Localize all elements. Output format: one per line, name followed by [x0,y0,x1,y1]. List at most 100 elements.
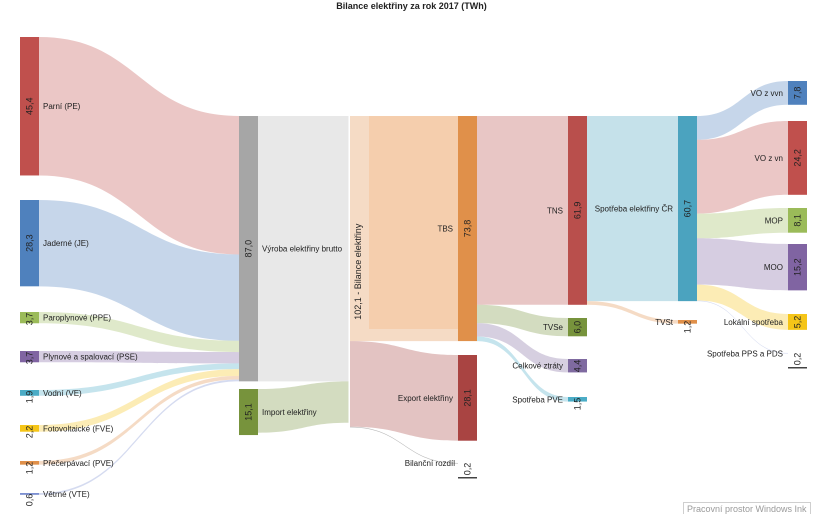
node-value: 28,1 [463,389,473,407]
node-value: 6,0 [573,321,583,334]
node-label: Bilanční rozdíl [405,459,455,468]
node-spot: 60,7 Spotřeba elektřiny ČR [595,116,697,302]
link-ve-to-vyr [39,363,239,396]
node-br: 0,2 Bilanční rozdíl [405,459,477,479]
node-bar [20,390,39,396]
link-tbs-to-spve [477,336,568,402]
node-value: 1,5 [573,398,583,411]
node-lok: 5,2 Lokální spotřeba [724,314,807,330]
node-value: 0,2 [463,463,473,476]
node-value: 5,2 [793,316,803,329]
node-label: Paroplynové (PPE) [43,314,111,323]
node-value: 2,2 [25,426,35,439]
node-tvst: 1,2 TVSt [655,318,697,333]
node-bar [20,425,39,432]
node-je: 28,3 Jaderné (JE) [20,200,89,287]
node-bar [678,320,697,324]
link-tbs-to-tns [477,116,568,305]
node-label: Přečerpávací (PVE) [43,459,114,468]
node-value: 87,0 [244,240,254,258]
node-bil: 102,1 - Bilance elektřiny [353,223,363,320]
chart-title: Bilance elektřiny za rok 2017 (TWh) [336,1,487,11]
node-label: MOO [764,263,783,272]
node-bar [788,314,807,330]
node-bar [788,244,807,291]
link-vyr-to-bil [258,116,349,382]
node-label: Jaderné (JE) [43,239,89,248]
node-bar [20,351,39,363]
node-vyr: 87,0 Výroba elektřiny brutto [239,116,343,382]
node-value: 15,2 [793,258,803,276]
node-value: 61,9 [573,202,583,220]
node-value: 4,4 [573,360,583,373]
link-tns-to-spot [587,116,678,302]
link-bil-to-br [350,426,458,464]
node-label: TNS [547,206,563,215]
link-vte-to-vyr [39,379,239,495]
node-value: 8,1 [793,214,803,227]
link-fve-to-vyr [39,369,239,432]
node-fve: 2,2 Fotovoltaické (FVE) [20,424,114,438]
node-value: 15,1 [244,403,254,421]
node-moo: 15,2 MOO [764,244,807,291]
node-label: 102,1 - Bilance elektřiny [353,223,363,320]
node-value: 7,8 [793,87,803,100]
node-value: 73,8 [463,220,473,238]
node-value: 3,7 [25,352,35,365]
node-value: 45,4 [25,97,35,115]
node-value: 24,2 [793,149,803,167]
node-value: 3,7 [25,313,35,326]
windows-ink-workspace-label[interactable]: Pracovní prostor Windows Ink [683,502,811,514]
link-spot-to-vovvn [697,81,788,140]
node-bar [568,359,587,373]
node-value: 1,2 [25,462,35,475]
node-bar [788,81,807,105]
node-tvse: 6,0 TVSe [543,318,587,337]
node-vte: 0,6 Větrné (VTE) [20,490,90,506]
node-label: TBS [437,225,453,234]
link-bil-to-exp [350,341,458,441]
node-label: MOP [765,216,783,225]
link-pse-to-vyr [39,351,239,364]
node-bar [239,389,258,436]
node-label: Spotřeba elektřiny ČR [595,205,673,214]
node-pse: 3,7 Plynové a spalovací (PSE) [20,351,138,364]
link-pe-to-vyr [39,37,239,255]
node-bar [20,37,39,176]
node-spve: 1,5 Spotřeba PVE [512,395,587,410]
node-label: TVSt [655,318,674,327]
node-bar [788,208,807,233]
node-ztr: 4,4 Celkové ztráty [512,359,587,373]
node-label: Spotřeba PPS a PDS [707,349,783,358]
node-tns: 61,9 TNS [547,116,587,305]
node-imp: 15,1 Import elektřiny [239,389,317,436]
node-bar [568,318,587,337]
link-tbs-to-ztr [477,323,568,373]
node-bar [458,477,477,479]
node-label: Lokální spotřeba [724,318,784,327]
link-spot-to-moo [697,238,788,291]
node-label: Plynové a spalovací (PSE) [43,353,138,362]
node-bar [458,355,477,441]
node-bar [788,121,807,195]
node-label: VO z vvn [751,89,783,98]
node-mop: 8,1 MOP [765,208,807,233]
link-je-to-vyr [39,200,239,341]
link-spot-to-mop [697,208,788,239]
node-pps: 0,2 Spotřeba PPS a PDS [707,349,807,369]
link-spot-to-lok [697,284,788,330]
link-imp-to-bil [258,381,349,433]
node-label: VO z vn [755,154,783,163]
node-label: Fotovoltaické (FVE) [43,424,114,433]
node-bar [568,116,587,305]
node-label: Celkové ztráty [512,362,563,371]
node-value: 28,3 [25,234,35,252]
node-label: Export elektřiny [398,394,453,403]
node-label: Parní (PE) [43,102,81,111]
node-bar [458,116,477,342]
node-label: Výroba elektřiny brutto [262,245,343,254]
node-value: 60,7 [683,200,693,218]
node-bar [678,116,697,302]
node-bar [20,200,39,287]
